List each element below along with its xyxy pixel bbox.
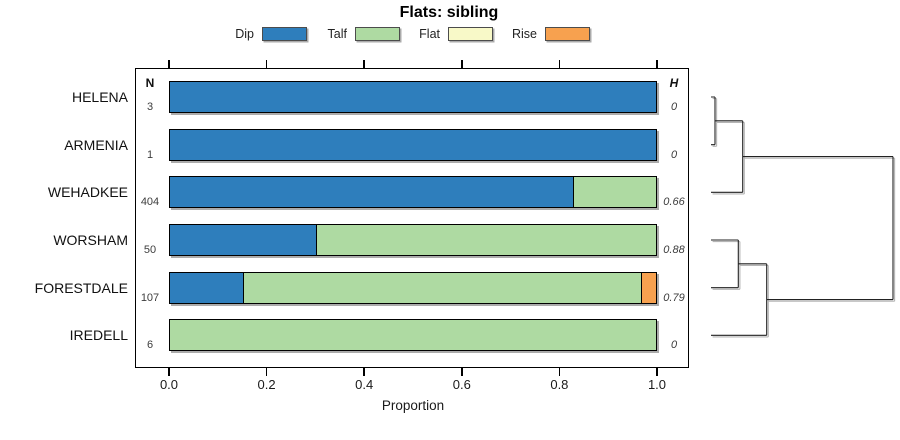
legend-label: Flat (419, 26, 440, 41)
bar-row-iredell (169, 319, 657, 352)
h-value: 0.88 (663, 244, 685, 256)
h-value: 0 (670, 339, 678, 352)
legend-swatch-rise (545, 26, 590, 41)
bar-row-armenia (169, 128, 657, 161)
row-label-armenia: ARMENIA (64, 136, 128, 153)
bar-row-helena (169, 81, 657, 113)
h-value: 0 (670, 101, 678, 113)
row-label-worsham: WORSHAM (53, 232, 128, 248)
x-tick-label: 0.4 (355, 377, 374, 392)
x-tick-label: 0.0 (159, 377, 179, 392)
n-value: 6 (146, 339, 154, 352)
legend-label: Dip (235, 26, 254, 41)
h-value: 0.79 (663, 291, 685, 304)
legend-label: Talf (327, 26, 347, 41)
bar-segment-talf (242, 272, 642, 303)
n-value: 404 (140, 196, 160, 209)
legend-swatch-talf (355, 26, 400, 41)
bar-segment-dip (170, 225, 316, 255)
x-tick-label: 0.2 (257, 377, 276, 392)
x-tick-bottom (265, 368, 268, 376)
x-tick-top (461, 60, 463, 68)
row-label-wehadkee: WEHADKEE (47, 184, 128, 201)
bar-row-worsham (169, 224, 657, 256)
legend-swatch-flat (448, 26, 493, 41)
bar-segment-dip (170, 177, 574, 208)
x-tick-top (656, 60, 658, 68)
n-value: 1 (146, 148, 154, 161)
x-tick-top (558, 60, 561, 68)
bar-row-forestdale (169, 271, 657, 304)
x-tick-label: 0.8 (550, 377, 569, 392)
n-value: 107 (140, 291, 160, 304)
plot-area (135, 68, 689, 368)
bar-segment-dip (170, 272, 243, 303)
legend-item-flat: Flat (414, 26, 493, 41)
legend-item-talf: Talf (321, 26, 400, 41)
x-tick-bottom (656, 368, 658, 376)
h-column-header: H (669, 76, 679, 90)
n-value: 50 (143, 244, 157, 256)
legend-label: Rise (511, 26, 537, 41)
n-value: 3 (146, 101, 154, 113)
x-tick-bottom (168, 368, 170, 376)
x-tick-bottom (558, 368, 561, 376)
x-tick-label: 0.6 (452, 377, 471, 392)
row-label-helena: HELENA (71, 89, 128, 105)
h-value: 0 (670, 148, 678, 161)
x-axis-title: Proportion (381, 398, 445, 413)
bar-segment-talf (573, 177, 656, 208)
bar-segment-dip (170, 129, 656, 160)
legend-swatch-dip (262, 26, 307, 41)
bar-segment-dip (170, 82, 656, 112)
legend-item-rise: Rise (511, 26, 590, 41)
bar-segment-talf (315, 225, 656, 255)
chart-title: Flats: sibling (399, 4, 499, 21)
legend-item-dip: Dip (228, 26, 307, 41)
row-label-forestdale: FORESTDALE (34, 279, 128, 296)
x-tick-bottom (461, 368, 463, 376)
x-tick-top (168, 60, 170, 68)
h-value: 0.66 (663, 196, 685, 209)
x-tick-bottom (363, 368, 365, 376)
bar-segment-rise (641, 272, 656, 303)
bar-segment-talf (170, 320, 656, 351)
n-column-header: N (145, 76, 155, 90)
x-tick-top (363, 60, 365, 68)
bar-row-wehadkee (169, 176, 657, 209)
x-tick-top (265, 60, 268, 68)
x-tick-label: 1.0 (647, 377, 667, 392)
row-label-iredell: IREDELL (69, 327, 128, 344)
